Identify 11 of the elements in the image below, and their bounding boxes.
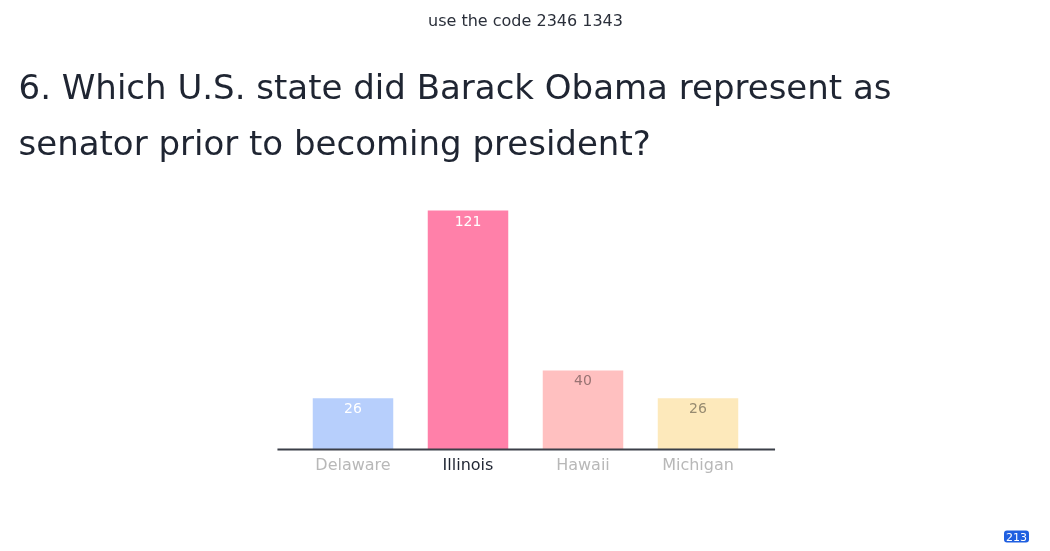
x-tick-label: Michigan: [662, 455, 734, 474]
x-tick-label: Illinois: [442, 455, 494, 474]
x-tick-label: Delaware: [315, 455, 391, 474]
data-label: 40: [574, 372, 592, 389]
text: 213: [1006, 530, 1027, 544]
x-tick-label: Hawaii: [556, 455, 610, 474]
data-label: 26: [344, 400, 362, 417]
data-label: 121: [454, 212, 482, 229]
data-label: 26: [689, 400, 707, 417]
chart-title: 6. Which U.S. state did Barack Obama represent as senator prior to becoming president?: [18, 66, 892, 163]
chart-subtitle: use the code 2346 1343: [428, 11, 623, 30]
